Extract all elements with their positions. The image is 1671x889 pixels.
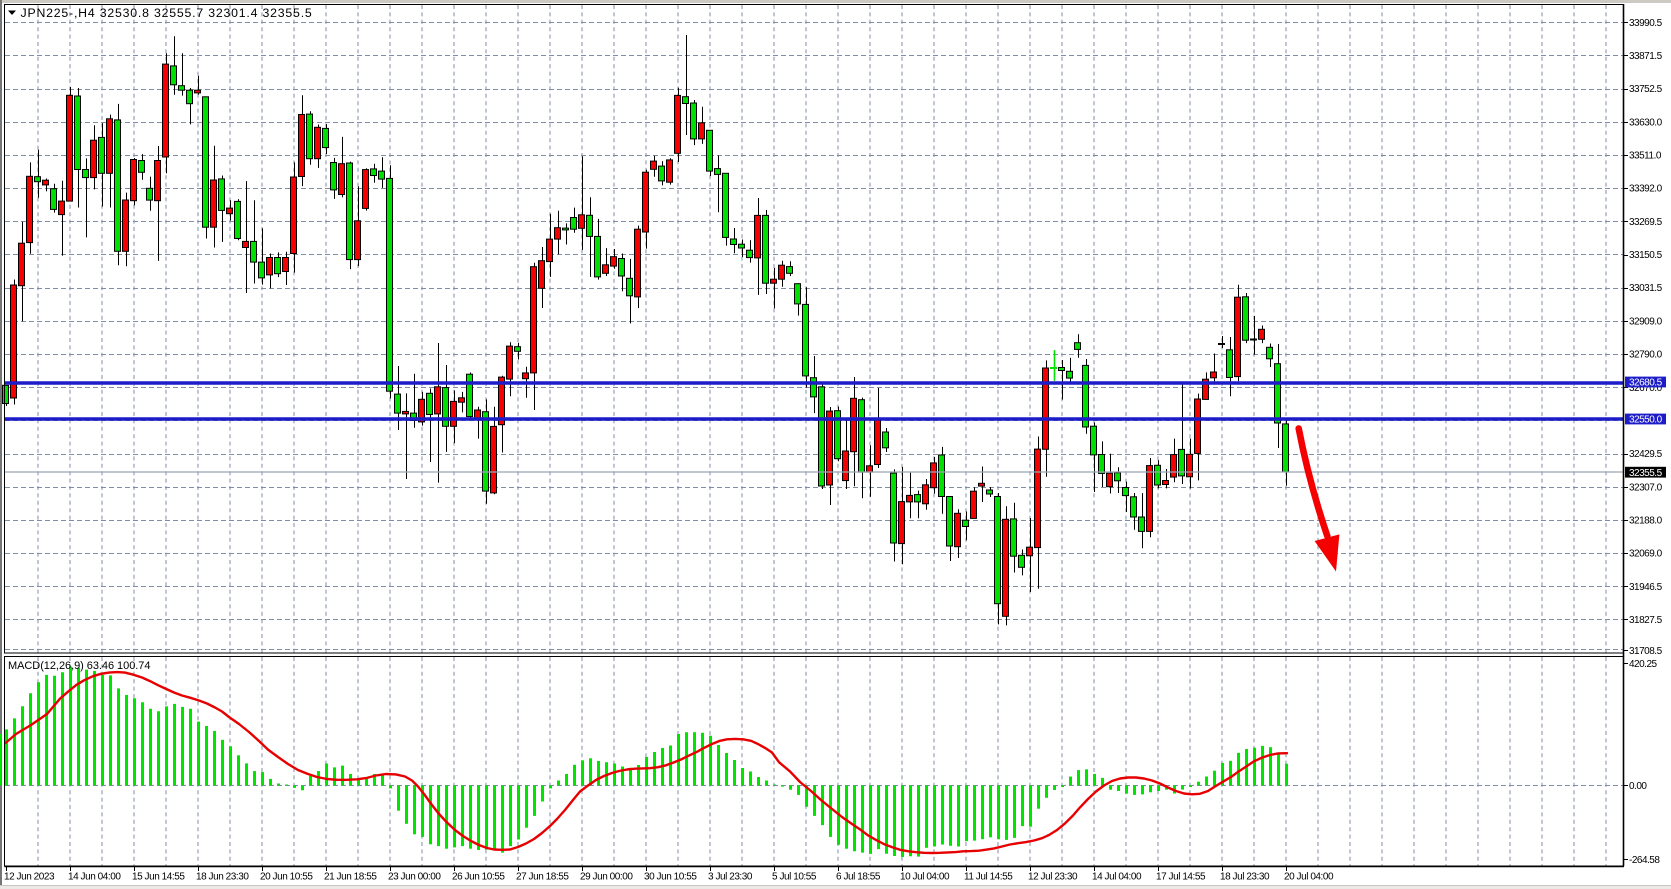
svg-text:31946.5: 31946.5	[1629, 582, 1663, 593]
svg-text:32188.0: 32188.0	[1629, 516, 1663, 527]
svg-text:21 Jun 18:55: 21 Jun 18:55	[324, 872, 377, 883]
svg-text:20 Jun 10:55: 20 Jun 10:55	[260, 872, 313, 883]
svg-text:18 Jun 23:30: 18 Jun 23:30	[196, 872, 249, 883]
svg-text:-264.58: -264.58	[1629, 855, 1660, 866]
svg-text:31827.5: 31827.5	[1629, 615, 1663, 626]
svg-text:33511.0: 33511.0	[1629, 151, 1662, 162]
svg-text:17 Jul 14:55: 17 Jul 14:55	[1156, 872, 1206, 883]
svg-text:0.00: 0.00	[1629, 781, 1647, 792]
svg-text:JPN225-,H4 32530.8 32555.7 32: JPN225-,H4 32530.8 32555.7 32301.4 32355…	[21, 6, 313, 20]
svg-text:30 Jun 10:55: 30 Jun 10:55	[644, 872, 697, 883]
svg-text:26 Jun 10:55: 26 Jun 10:55	[452, 872, 505, 883]
svg-text:27 Jun 18:55: 27 Jun 18:55	[516, 872, 569, 883]
svg-text:18 Jul 23:30: 18 Jul 23:30	[1220, 872, 1270, 883]
svg-text:5 Jul 10:55: 5 Jul 10:55	[772, 872, 817, 883]
svg-text:23 Jun 00:00: 23 Jun 00:00	[388, 872, 441, 883]
svg-text:14 Jul 04:00: 14 Jul 04:00	[1092, 872, 1142, 883]
svg-text:MACD(12,26,9) 63.46 100.74: MACD(12,26,9) 63.46 100.74	[8, 660, 150, 672]
svg-text:6 Jul 18:55: 6 Jul 18:55	[836, 872, 881, 883]
svg-text:33630.0: 33630.0	[1629, 117, 1663, 128]
svg-text:12 Jul 23:30: 12 Jul 23:30	[1028, 872, 1078, 883]
svg-text:33031.5: 33031.5	[1629, 283, 1663, 294]
svg-text:33871.5: 33871.5	[1629, 51, 1663, 62]
svg-text:32355.5: 32355.5	[1629, 468, 1663, 479]
svg-text:32307.0: 32307.0	[1629, 482, 1663, 493]
svg-text:32069.0: 32069.0	[1629, 549, 1663, 560]
svg-text:33392.0: 33392.0	[1629, 184, 1663, 195]
svg-text:12 Jun 2023: 12 Jun 2023	[4, 872, 55, 883]
svg-text:20 Jul 04:00: 20 Jul 04:00	[1284, 872, 1334, 883]
svg-text:14 Jun 04:00: 14 Jun 04:00	[68, 872, 121, 883]
svg-text:29 Jun 00:00: 29 Jun 00:00	[580, 872, 633, 883]
svg-text:32670.0: 32670.0	[1629, 383, 1663, 394]
svg-text:33150.5: 33150.5	[1629, 250, 1663, 261]
svg-text:31708.5: 31708.5	[1629, 646, 1663, 657]
svg-text:420.25: 420.25	[1629, 659, 1658, 670]
svg-text:11 Jul 14:55: 11 Jul 14:55	[964, 872, 1013, 883]
svg-text:32790.0: 32790.0	[1629, 350, 1663, 361]
svg-text:33990.5: 33990.5	[1629, 18, 1663, 29]
svg-text:32429.5: 32429.5	[1629, 449, 1663, 460]
svg-text:32909.0: 32909.0	[1629, 316, 1663, 327]
svg-text:32550.0: 32550.0	[1629, 415, 1663, 426]
svg-text:10 Jul 04:00: 10 Jul 04:00	[900, 872, 950, 883]
svg-text:15 Jun 14:55: 15 Jun 14:55	[132, 872, 185, 883]
svg-text:33752.5: 33752.5	[1629, 84, 1663, 95]
svg-text:33269.5: 33269.5	[1629, 217, 1663, 228]
svg-text:3 Jul 23:30: 3 Jul 23:30	[708, 872, 753, 883]
svg-text:32680.5: 32680.5	[1629, 378, 1663, 389]
